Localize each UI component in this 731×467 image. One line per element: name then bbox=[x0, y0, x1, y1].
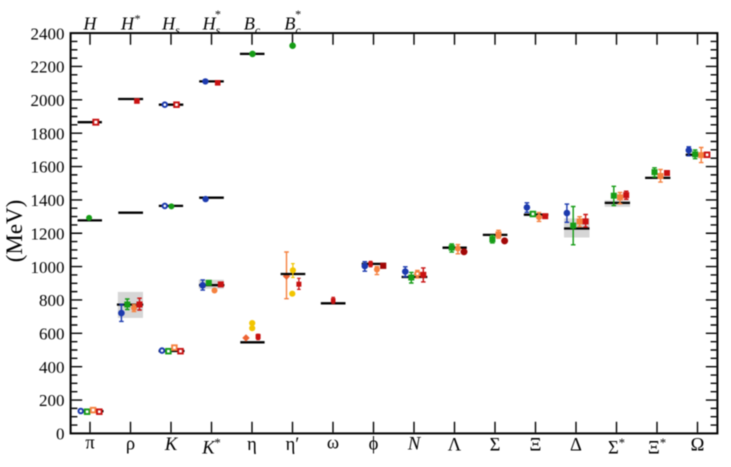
svg-text:π: π bbox=[85, 433, 95, 453]
svg-text:Δ: Δ bbox=[570, 436, 582, 456]
svg-text:η: η bbox=[247, 435, 257, 455]
svg-text:Ξ: Ξ bbox=[530, 436, 542, 456]
svg-text:ϕ: ϕ bbox=[369, 434, 379, 454]
svg-text:N: N bbox=[407, 434, 422, 454]
svg-text:1200: 1200 bbox=[31, 224, 65, 243]
svg-text:1800: 1800 bbox=[31, 124, 65, 143]
svg-text:ω: ω bbox=[327, 433, 339, 453]
svg-text:1600: 1600 bbox=[31, 158, 65, 177]
svg-text:0: 0 bbox=[56, 425, 65, 444]
svg-text:Hs*: Hs* bbox=[202, 7, 221, 37]
svg-text:2400: 2400 bbox=[31, 24, 65, 43]
svg-text:200: 200 bbox=[39, 391, 65, 410]
svg-text:1400: 1400 bbox=[31, 191, 65, 210]
svg-text:400: 400 bbox=[39, 358, 65, 377]
svg-text:(MeV): (MeV) bbox=[2, 200, 27, 263]
svg-text:H: H bbox=[83, 14, 98, 34]
svg-text:ρ: ρ bbox=[126, 434, 135, 454]
svg-text:Λ: Λ bbox=[448, 436, 462, 456]
svg-text:η′: η′ bbox=[286, 435, 300, 455]
svg-text:2000: 2000 bbox=[31, 91, 65, 110]
svg-text:K: K bbox=[164, 435, 179, 455]
svg-text:800: 800 bbox=[39, 291, 65, 310]
svg-text:Ω: Ω bbox=[691, 436, 705, 456]
svg-text:K*: K* bbox=[201, 436, 221, 459]
svg-text:Σ: Σ bbox=[490, 436, 501, 456]
svg-text:Bc*: Bc* bbox=[284, 7, 301, 37]
svg-text:1000: 1000 bbox=[31, 258, 65, 277]
svg-text:600: 600 bbox=[39, 325, 65, 344]
svg-text:2200: 2200 bbox=[31, 58, 65, 77]
